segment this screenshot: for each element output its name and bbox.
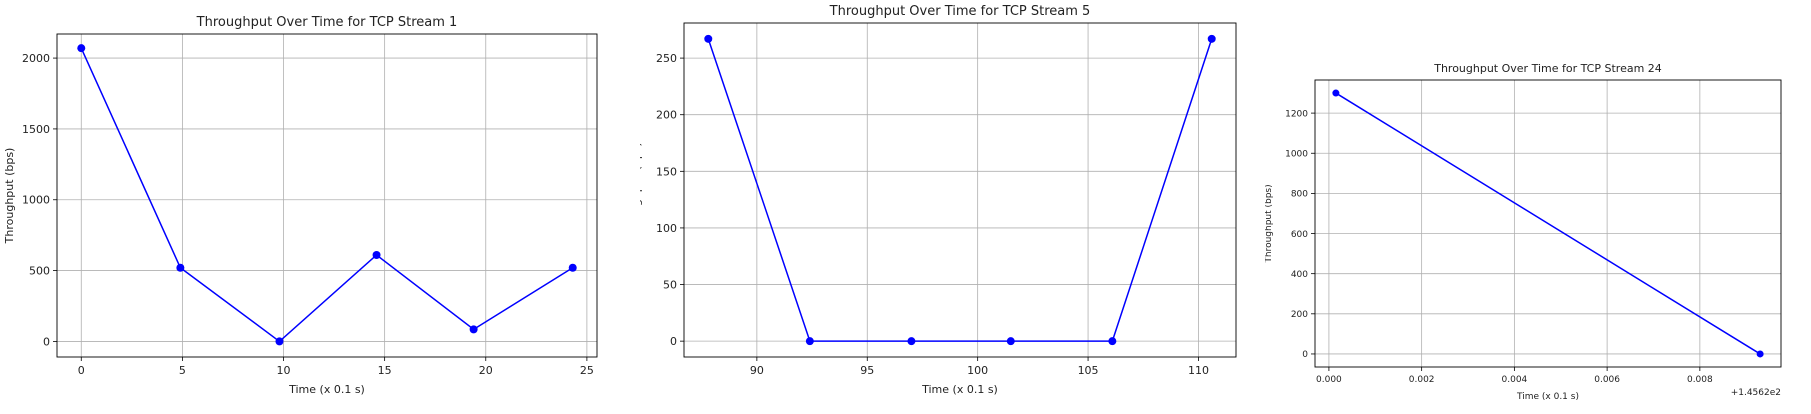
x-tick-label: 15 (378, 364, 392, 377)
y-axis-label: Throughput (bps) (1265, 184, 1274, 263)
y-tick-label: 1500 (22, 123, 50, 136)
series-line (1335, 92, 1761, 355)
data-point (805, 337, 814, 346)
chart-title: Throughput Over Time for TCP Stream 24 (1433, 62, 1662, 75)
data-point (77, 44, 86, 53)
plot-frame (683, 22, 1237, 358)
data-point (568, 263, 577, 272)
x-axis-label: Time (x 0.1 s) (921, 383, 998, 396)
x-tick-label: 5 (179, 364, 186, 377)
y-tick-label: 1000 (1285, 149, 1308, 159)
chart-title: Throughput Over Time for TCP Stream 1 (196, 15, 458, 30)
x-tick-label: 10 (277, 364, 291, 377)
data-point (704, 34, 713, 43)
x-tick-label: 0.000 (1316, 375, 1342, 385)
chart-tcp-stream-24: 0.000 0.002 0.004 0.006 0.008 0 200 400 600 800 10… (1265, 62, 1782, 402)
y-tick-label: 0 (670, 335, 677, 348)
data-point (1006, 337, 1015, 346)
y-tick-label: 50 (663, 278, 677, 291)
x-tick-label: 0.004 (1502, 375, 1528, 385)
series-line (707, 38, 1213, 342)
data-point (907, 337, 916, 346)
chart-title: Throughput Over Time for TCP Stream 5 (829, 4, 1091, 19)
data-point (372, 251, 381, 259)
x-tick-label: 105 (1078, 364, 1099, 377)
y-tick-label: 1200 (1285, 109, 1308, 119)
data-point (1207, 34, 1216, 43)
x-tick-label: 100 (967, 364, 988, 377)
data-point (176, 263, 185, 272)
y-tick-label: 250 (656, 52, 677, 65)
x-axis-label: Time (x 0.1 s) (1516, 392, 1579, 402)
y-tick-label: 600 (1291, 230, 1308, 240)
chart-tcp-stream-5: 90 95 100 105 110 0 50 100 150 200 250 Throughput O… (640, 4, 1237, 396)
y-axis-label: Throughput (bps) (640, 142, 643, 239)
plot-frame (56, 33, 598, 358)
y-tick-label: 100 (656, 222, 677, 235)
x-offset-label: +1.4562e2 (1731, 388, 1781, 398)
y-axis-label: Throughput (bps) (3, 148, 16, 245)
data-point (275, 337, 284, 346)
data-point (1108, 337, 1117, 346)
x-tick-label: 0.008 (1687, 375, 1713, 385)
y-tick-label: 800 (1291, 190, 1308, 200)
data-point (1332, 89, 1340, 97)
y-tick-label: 0 (43, 335, 50, 348)
x-tick-label: 0 (78, 364, 85, 377)
data-point (469, 325, 478, 334)
y-tick-label: 200 (1291, 310, 1308, 320)
y-tick-label: 500 (29, 265, 50, 278)
y-tick-label: 0 (1302, 350, 1308, 360)
chart-tcp-stream-1: 0 5 10 15 20 25 0 500 1000 1500 2000 Throughput Ove… (3, 15, 598, 396)
series-line (80, 47, 574, 343)
y-tick-label: 2000 (22, 52, 50, 65)
y-tick-label: 1000 (22, 194, 50, 207)
plot-frame (1314, 79, 1782, 368)
data-point (1756, 350, 1764, 358)
y-tick-label: 200 (656, 109, 677, 122)
y-tick-label: 150 (656, 165, 677, 178)
x-tick-label: 0.002 (1409, 375, 1435, 385)
x-axis-label: Time (x 0.1 s) (288, 383, 365, 396)
x-tick-label: 90 (750, 364, 764, 377)
x-tick-label: 0.006 (1594, 375, 1620, 385)
y-tick-label: 400 (1291, 270, 1308, 280)
x-tick-label: 20 (479, 364, 493, 377)
x-tick-label: 110 (1188, 364, 1209, 377)
x-tick-label: 25 (580, 364, 594, 377)
x-tick-label: 95 (860, 364, 874, 377)
